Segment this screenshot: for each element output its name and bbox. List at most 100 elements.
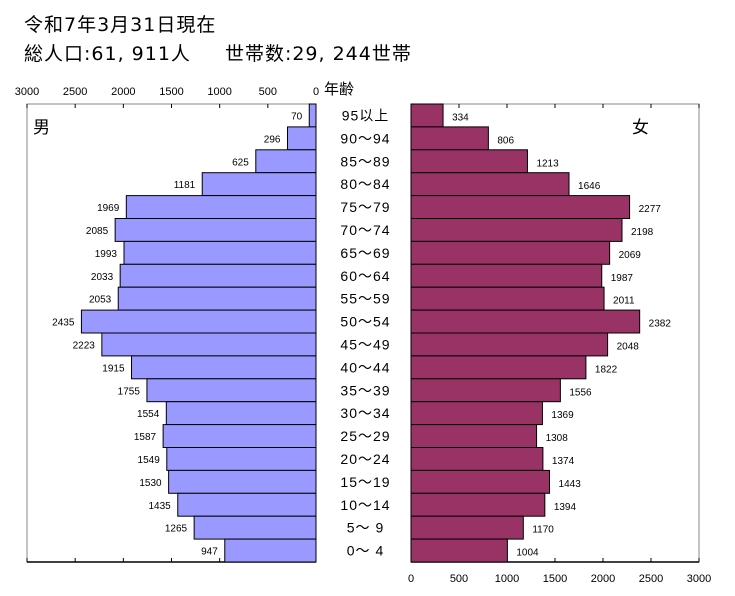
female-bar (410, 469, 551, 494)
male-data-label: 296 (264, 134, 281, 145)
age-group-label: 80～84 (340, 176, 390, 192)
age-group-label: 0～ 4 (347, 543, 384, 559)
female-data-label: 1394 (554, 502, 577, 513)
age-axis-label: 年齢 (324, 81, 354, 98)
female-bar (410, 218, 623, 242)
female-bar (410, 240, 611, 265)
age-group-label: 45～49 (340, 336, 390, 352)
female-tick-label: 1000 (495, 573, 519, 585)
male-bar (146, 378, 317, 403)
female-data-label: 334 (452, 112, 469, 123)
age-group-label: 35～39 (340, 382, 390, 398)
summary-line: 総人口:61, 911人 世帯数:29, 244世帯 (24, 39, 412, 66)
male-bar (193, 515, 317, 540)
male-bar (165, 401, 317, 426)
female-data-label: 2382 (649, 319, 672, 330)
female-data-label: 2069 (619, 250, 642, 261)
male-data-label: 1435 (149, 501, 172, 512)
male-data-label: 70 (291, 111, 303, 122)
male-data-label: 2085 (86, 226, 109, 237)
male-bar (308, 103, 317, 128)
male-tick-label: 2500 (63, 86, 87, 98)
age-group-label: 50～54 (340, 314, 390, 330)
date-title: 令和7年3月31日現在 (24, 14, 217, 36)
female-tick-label: 2000 (591, 573, 615, 585)
male-bar (80, 309, 317, 334)
male-bar (125, 195, 317, 220)
female-data-label: 2011 (613, 296, 635, 307)
male-data-label: 1554 (137, 409, 160, 420)
female-data-label: 1556 (569, 387, 592, 398)
female-data-label: 1369 (551, 410, 574, 421)
age-group-label: 70～74 (340, 222, 390, 238)
female-bar (410, 195, 631, 220)
male-bar (101, 332, 317, 357)
male-bar (201, 172, 317, 197)
male-bar (255, 149, 317, 174)
age-group-label: 25～29 (340, 428, 390, 444)
female-data-label: 1987 (611, 273, 634, 284)
female-data-label: 1213 (536, 158, 559, 169)
age-group-label: 75～79 (340, 199, 390, 215)
male-data-label: 625 (232, 157, 249, 168)
female-data-label: 1308 (546, 433, 569, 444)
age-group-label: 65～69 (340, 245, 390, 261)
male-tick-label: 1000 (207, 86, 231, 98)
female-bar (410, 538, 508, 563)
male-tick-label: 3000 (15, 86, 39, 98)
male-bar (224, 538, 317, 563)
male-bar (168, 469, 317, 494)
male-bar (131, 355, 317, 380)
female-data-label: 1374 (552, 456, 575, 467)
male-data-label: 1915 (102, 363, 125, 374)
female-data-label: 2277 (639, 204, 662, 215)
male-bar (286, 126, 317, 151)
male-tick-label: 500 (259, 86, 277, 98)
female-bar (410, 172, 570, 197)
male-data-label: 1181 (174, 180, 196, 191)
age-group-label: 30～34 (340, 405, 390, 421)
female-data-label: 1646 (578, 181, 601, 192)
female-tick-label: 500 (450, 573, 468, 585)
female-bar (410, 149, 528, 174)
male-tick-label: 0 (313, 86, 319, 98)
age-group-label: 60～64 (340, 268, 390, 284)
male-bar (114, 218, 317, 242)
female-data-label: 806 (497, 135, 514, 146)
female-bar (410, 263, 603, 288)
female-bar (410, 126, 489, 151)
female-data-label: 1443 (559, 479, 582, 490)
age-group-label: 55～59 (340, 291, 390, 307)
age-group-label: 95以上 (342, 107, 390, 123)
female-tick-label: 0 (408, 573, 414, 585)
male-data-label: 2033 (91, 272, 114, 283)
female-bar (410, 401, 543, 426)
female-legend-label: 女 (632, 118, 649, 137)
male-tick-label: 1500 (159, 86, 183, 98)
female-data-label: 2048 (617, 341, 640, 352)
male-data-label: 1265 (165, 524, 188, 535)
age-group-label: 15～19 (340, 474, 390, 490)
female-data-label: 1822 (595, 364, 618, 375)
male-data-label: 1755 (118, 386, 141, 397)
female-tick-label: 1500 (543, 573, 567, 585)
female-bar (410, 424, 538, 449)
female-data-label: 1004 (516, 548, 539, 559)
female-bar (410, 286, 605, 311)
age-group-label: 20～24 (340, 451, 390, 467)
female-bar (410, 492, 546, 517)
female-tick-label: 3000 (687, 573, 711, 585)
male-bar (166, 447, 317, 471)
female-bar (410, 378, 561, 403)
age-group-label: 90～94 (340, 130, 390, 146)
male-data-label: 2435 (52, 318, 75, 329)
female-data-label: 1170 (532, 525, 554, 536)
female-tick-label: 2500 (639, 573, 663, 585)
female-bar (410, 355, 587, 380)
female-bar (410, 332, 609, 357)
male-data-label: 1530 (139, 478, 162, 489)
male-bar (162, 424, 317, 449)
age-group-label: 85～89 (340, 153, 390, 169)
female-bar (410, 515, 524, 540)
